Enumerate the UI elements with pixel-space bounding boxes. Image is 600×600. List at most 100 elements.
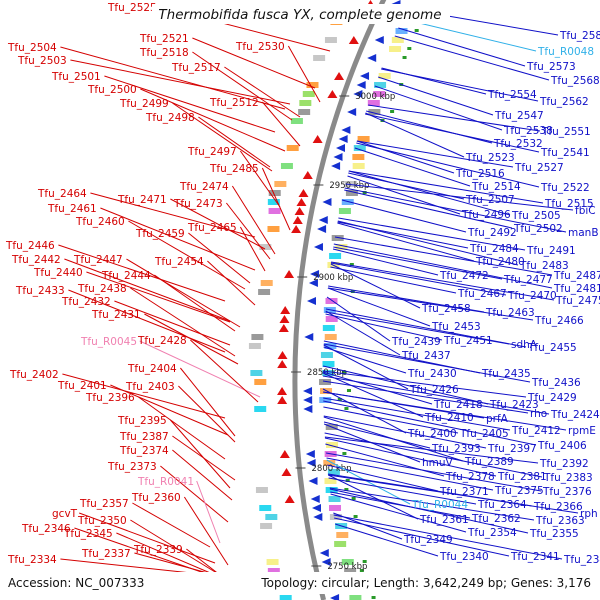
reverse-gene-label: Tfu_R0048 bbox=[537, 46, 594, 58]
reverse-leader-line bbox=[323, 406, 459, 434]
reverse-leader-line bbox=[377, 76, 494, 116]
category-block bbox=[324, 37, 337, 43]
reverse-feature-arrow bbox=[308, 279, 318, 287]
forward-leader-line bbox=[198, 116, 271, 168]
reverse-gene-label: Tfu_2430 bbox=[407, 368, 457, 380]
forward-leader-line bbox=[126, 258, 241, 328]
forward-gene-label: Tfu_2465 bbox=[187, 222, 237, 234]
category-block bbox=[341, 559, 354, 565]
forward-leader-line bbox=[60, 46, 286, 110]
category-block bbox=[329, 505, 342, 511]
category-block bbox=[319, 379, 332, 385]
forward-leader-line bbox=[68, 289, 226, 353]
forward-gene-label: Tfu_2512 bbox=[209, 97, 259, 109]
forward-leader-line bbox=[114, 300, 231, 346]
category-block bbox=[327, 469, 340, 475]
reverse-gene-label: Tfu_2492 bbox=[467, 227, 517, 239]
reverse-feature-arrow bbox=[313, 513, 323, 521]
reverse-gene-label: Tfu_2532 bbox=[493, 138, 543, 150]
feature-tracks bbox=[248, 0, 432, 600]
reverse-gene-label: Tfu_2393 bbox=[431, 443, 481, 455]
forward-feature-arrow bbox=[277, 396, 288, 404]
category-block bbox=[254, 406, 267, 412]
reverse-leader-line bbox=[323, 343, 531, 383]
category-block bbox=[279, 595, 292, 600]
reverse-gene-label: Tfu_2375 bbox=[494, 485, 544, 497]
forward-leader-line bbox=[226, 202, 271, 260]
reverse-gene-label: Tfu_2470 bbox=[507, 290, 557, 302]
category-block bbox=[324, 478, 337, 484]
category-block bbox=[389, 46, 402, 52]
category-block bbox=[299, 100, 312, 106]
reverse-leader-line bbox=[337, 222, 475, 262]
reverse-feature-arrow bbox=[310, 495, 320, 503]
forward-leader-line bbox=[262, 101, 301, 147]
marker-dot bbox=[351, 497, 356, 500]
reverse-leader-line bbox=[322, 372, 424, 418]
forward-leader-line bbox=[139, 340, 261, 398]
reverse-gene-label: Tfu_2341 bbox=[510, 551, 560, 563]
marker-dot bbox=[371, 596, 376, 599]
category-block bbox=[313, 55, 326, 61]
reverse-feature-arrow bbox=[319, 549, 329, 557]
forward-leader-line bbox=[172, 449, 233, 501]
forward-leader-line bbox=[154, 274, 236, 332]
forward-gene-label: Tfu_2438 bbox=[77, 283, 127, 295]
forward-leader-line bbox=[134, 552, 216, 576]
category-block bbox=[325, 316, 338, 322]
feature-labels: Tfu_2525 Tfu_2521 Tfu_2530 Tfu_2504 Tfu_2518… bbox=[5, 2, 600, 566]
reverse-leader-line bbox=[323, 400, 537, 446]
reverse-leader-line bbox=[345, 183, 574, 211]
marker-dot bbox=[362, 560, 367, 563]
category-block bbox=[378, 73, 391, 79]
reverse-gene-label: Tfu_2437 bbox=[401, 350, 451, 362]
reverse-gene-label: Tfu_2481 bbox=[553, 283, 600, 295]
forward-leader-line bbox=[170, 419, 231, 489]
forward-gene-label: Tfu_2500 bbox=[87, 84, 137, 96]
forward-gene-label: Tfu_2404 bbox=[127, 363, 177, 375]
reverse-leader-line bbox=[327, 287, 431, 327]
reverse-feature-arrow bbox=[330, 594, 340, 600]
reverse-leader-line bbox=[330, 493, 467, 533]
category-block bbox=[334, 541, 347, 547]
forward-leader-line bbox=[132, 502, 211, 548]
forward-feature-arrow bbox=[278, 324, 289, 332]
reverse-gene-label: Tfu_2583 bbox=[559, 30, 600, 42]
marker-dot bbox=[402, 56, 407, 59]
reverse-leader-line bbox=[333, 246, 503, 280]
marker-dot bbox=[414, 29, 419, 32]
forward-gene-label: Tfu_2461 bbox=[47, 203, 97, 215]
reverse-leader-line bbox=[326, 452, 542, 492]
reverse-feature-arrow bbox=[318, 216, 328, 224]
reverse-gene-label: Tfu_2410 bbox=[424, 412, 474, 424]
forward-feature-arrow bbox=[279, 450, 290, 458]
reverse-gene-label: Tfu_2435 bbox=[481, 368, 531, 380]
forward-gene-label: Tfu_2337 bbox=[81, 548, 131, 560]
forward-gene-label: Tfu_2460 bbox=[75, 216, 125, 228]
reverse-gene-label: Tfu_2397 bbox=[487, 443, 537, 455]
tick-label: 2750 kbp bbox=[327, 562, 367, 572]
reverse-feature-arrow bbox=[322, 198, 332, 206]
forward-leader-line bbox=[231, 185, 276, 255]
category-block bbox=[353, 145, 366, 151]
forward-gene-label: Tfu_2402 bbox=[9, 369, 59, 381]
reverse-feature-arrow bbox=[374, 36, 384, 44]
reverse-gene-label: Tfu_2487 bbox=[553, 270, 600, 282]
forward-gene-label: Tfu_2517 bbox=[171, 62, 221, 74]
reverse-leader-line bbox=[341, 199, 467, 233]
reverse-gene-label: Tfu_2455 bbox=[527, 342, 577, 354]
forward-leader-line bbox=[190, 339, 259, 403]
forward-leader-line bbox=[62, 373, 226, 419]
forward-gene-label: Tfu_2525 bbox=[107, 2, 157, 14]
category-block bbox=[319, 397, 332, 403]
reverse-leader-line bbox=[328, 474, 419, 520]
category-block bbox=[268, 208, 281, 214]
reverse-leader-line bbox=[334, 517, 510, 557]
reverse-feature-arrow bbox=[308, 477, 318, 485]
forward-leader-line bbox=[64, 258, 231, 322]
accession-text: Accession: NC_007333 bbox=[8, 576, 144, 590]
forward-gene-label: Tfu_2432 bbox=[61, 296, 111, 308]
reverse-gene-label: Tfu_2515 bbox=[544, 198, 594, 210]
footer-backdrop bbox=[0, 572, 600, 594]
forward-feature-arrow bbox=[296, 198, 307, 206]
